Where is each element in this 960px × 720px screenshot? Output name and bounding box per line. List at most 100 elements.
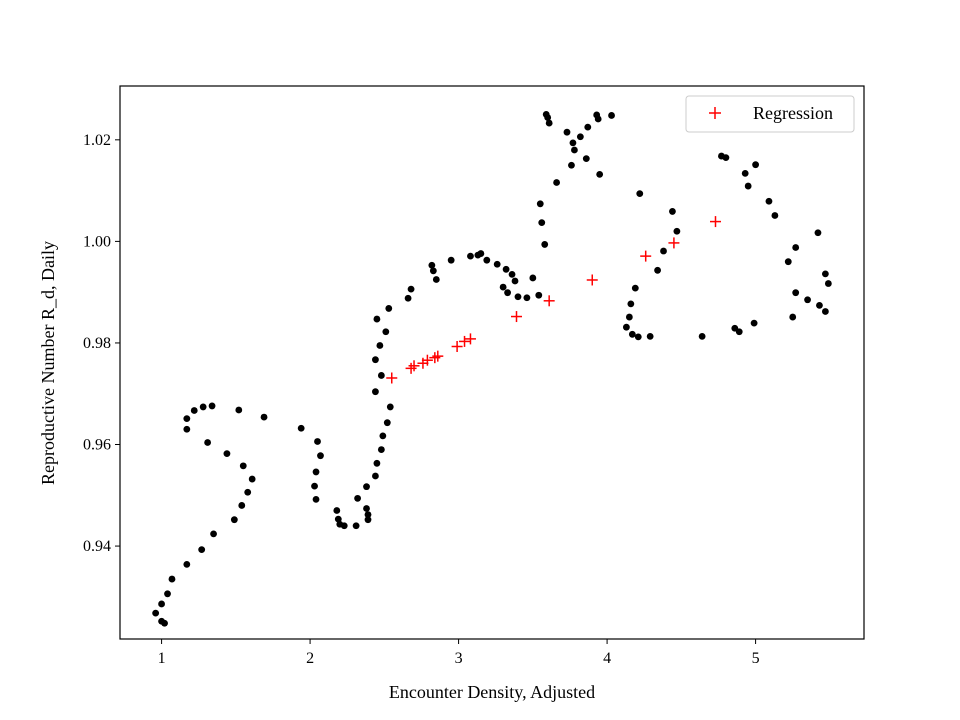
data-point xyxy=(377,372,385,379)
data-point xyxy=(183,425,191,433)
data-point xyxy=(784,258,792,266)
data-point xyxy=(514,293,522,301)
x-tick-label: 4 xyxy=(603,650,611,667)
y-axis: 0.94 0.96 0.98 1.00 1.02 xyxy=(83,132,120,555)
data-point xyxy=(161,619,168,627)
regression-point xyxy=(408,360,420,372)
data-point xyxy=(168,575,176,583)
data-point xyxy=(432,276,440,283)
x-axis: 1 2 3 4 5 xyxy=(158,639,760,667)
data-point xyxy=(569,139,577,147)
x-tick-label: 3 xyxy=(455,650,463,667)
data-point xyxy=(622,323,630,331)
y-tick-label: 1.02 xyxy=(83,132,111,149)
data-point xyxy=(312,495,320,503)
data-point xyxy=(582,155,590,163)
data-point xyxy=(340,522,348,530)
regression-point xyxy=(709,216,721,228)
data-point xyxy=(363,483,370,491)
data-point xyxy=(352,522,360,530)
data-point xyxy=(230,516,238,524)
data-point xyxy=(735,328,743,336)
data-point xyxy=(183,415,191,423)
y-axis-label: Reproductive Number R_d, Daily xyxy=(38,241,58,485)
data-point xyxy=(511,277,519,285)
data-point xyxy=(669,208,676,215)
y-tick-label: 0.98 xyxy=(83,335,111,352)
data-point xyxy=(535,291,543,299)
data-point xyxy=(596,170,604,178)
data-point xyxy=(646,332,654,340)
regression-point xyxy=(451,341,463,353)
data-points xyxy=(152,111,832,627)
data-point xyxy=(744,182,752,190)
data-point xyxy=(821,270,829,278)
data-point xyxy=(502,265,510,273)
data-point xyxy=(529,274,537,282)
plot-frame xyxy=(119,85,865,640)
regression-point xyxy=(405,362,417,374)
y-tick-label: 1.00 xyxy=(83,233,111,250)
data-point xyxy=(483,256,491,264)
data-point xyxy=(183,560,191,568)
data-point xyxy=(792,289,800,297)
data-point xyxy=(467,252,474,260)
data-point xyxy=(198,546,206,554)
data-point xyxy=(312,468,320,476)
data-point xyxy=(631,284,639,292)
data-point xyxy=(625,313,633,321)
data-point xyxy=(210,530,217,538)
data-point xyxy=(792,244,800,251)
data-point xyxy=(765,197,773,205)
data-point xyxy=(383,419,391,427)
data-point xyxy=(544,114,552,121)
data-point xyxy=(223,450,231,458)
data-point xyxy=(404,294,412,302)
x-axis-label: Encounter Density, Adjusted xyxy=(389,682,595,702)
data-point xyxy=(541,241,549,248)
data-point xyxy=(789,313,797,321)
data-point xyxy=(821,308,829,315)
data-point xyxy=(238,502,246,509)
data-point xyxy=(752,161,759,169)
data-point xyxy=(385,305,393,312)
regression-point xyxy=(640,250,652,262)
data-point xyxy=(594,115,602,123)
data-point xyxy=(248,475,256,483)
regression-point xyxy=(432,350,444,362)
data-point xyxy=(235,406,243,414)
regression-point xyxy=(459,335,471,347)
legend-box xyxy=(685,95,855,133)
data-point xyxy=(816,301,823,309)
data-point xyxy=(379,432,387,440)
data-point xyxy=(634,333,642,341)
data-point xyxy=(493,260,501,268)
regression-point xyxy=(586,274,598,286)
regression-point xyxy=(543,295,555,307)
legend-label-regression: Regression xyxy=(753,103,833,123)
data-point xyxy=(364,516,372,524)
data-point xyxy=(563,128,571,136)
data-point xyxy=(698,332,706,340)
data-point xyxy=(373,315,381,323)
data-point xyxy=(660,247,667,255)
data-point xyxy=(628,330,636,338)
regression-point xyxy=(429,352,441,364)
data-point xyxy=(190,407,198,414)
data-point xyxy=(297,424,305,432)
data-point xyxy=(608,112,615,119)
data-point xyxy=(158,600,165,608)
data-point xyxy=(429,267,437,275)
x-tick-label: 5 xyxy=(752,650,760,667)
data-point xyxy=(571,146,578,154)
data-point xyxy=(741,169,749,177)
x-tick-label: 2 xyxy=(306,650,314,667)
data-point xyxy=(363,505,370,512)
data-point xyxy=(477,250,485,257)
data-point xyxy=(499,283,507,291)
data-point xyxy=(673,227,681,235)
data-point xyxy=(428,261,436,269)
data-point xyxy=(508,270,516,278)
data-point xyxy=(407,285,415,293)
